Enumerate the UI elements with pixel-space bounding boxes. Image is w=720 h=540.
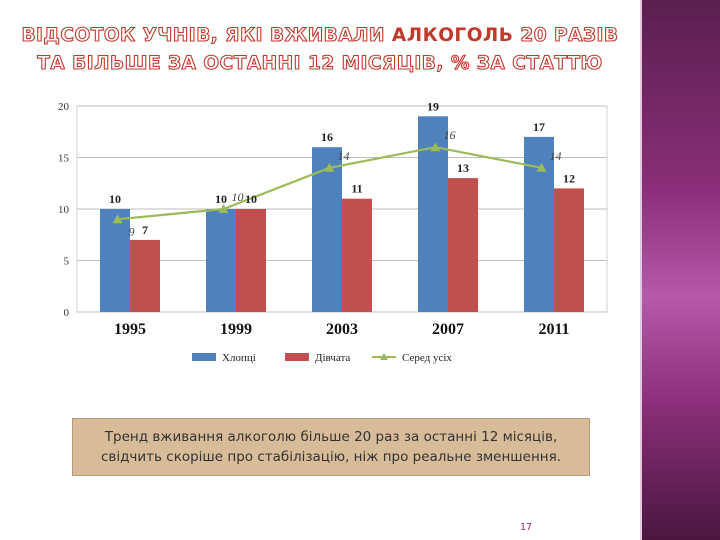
bar-boys	[312, 147, 342, 312]
point-total	[324, 162, 335, 172]
data-label-boys: 10	[109, 192, 121, 206]
data-label-boys: 10	[215, 192, 227, 206]
data-label-total: 10	[232, 190, 244, 204]
data-label-total: 14	[550, 149, 562, 163]
title-part-1: ВІДСОТОК УЧНІВ, ЯКІ ВЖИВАЛИ	[21, 24, 392, 46]
x-category-label: 1995	[114, 321, 146, 338]
bar-boys	[418, 116, 448, 312]
caption-line-1: Тренд вживання алкоголю більше 20 раз за…	[104, 429, 558, 445]
legend-label: Хлопці	[222, 352, 256, 364]
data-label-girls: 10	[245, 192, 257, 206]
title-line-1: ВІДСОТОК УЧНІВ, ЯКІ ВЖИВАЛИ АЛКОГОЛЬ 20 …	[20, 22, 620, 50]
point-total	[218, 204, 229, 213]
point-total	[112, 214, 123, 224]
data-label-total: 16	[444, 128, 456, 142]
point-total	[536, 162, 547, 172]
title-part-2: 20 РАЗІВ	[513, 24, 619, 46]
bar-girls	[342, 198, 372, 312]
title-accent: АЛКОГОЛЬ	[391, 25, 514, 46]
data-label-boys: 16	[321, 130, 333, 144]
x-category-label: 2011	[538, 321, 569, 338]
decorative-side-band	[640, 0, 720, 540]
data-label-girls: 13	[457, 161, 469, 175]
line-layer	[112, 142, 547, 224]
data-label-total: 9	[129, 224, 135, 238]
data-label-boys: 19	[427, 99, 439, 113]
data-label-boys: 17	[533, 120, 545, 134]
caption-line-2: свідчить скоріше про стабілізацію, ніж п…	[100, 449, 562, 465]
legend-layer: Хлопці Дівчата Серед усіх	[192, 352, 452, 364]
title-line-2: ТА БІЛЬШЕ ЗА ОСТАННІ 12 МІСЯЦІВ, % ЗА СТ…	[37, 52, 603, 74]
axis-layer: 0 5 10 15 20 1995 1999 2003 2007 2011	[58, 101, 570, 338]
bar-girls	[554, 188, 584, 312]
legend-swatch	[285, 353, 309, 361]
bar-boys	[206, 209, 236, 312]
page-number: 17	[520, 522, 533, 533]
x-category-label: 2007	[432, 321, 464, 338]
caption-box: Тренд вживання алкоголю більше 20 раз за…	[72, 418, 590, 476]
y-tick-label: 10	[58, 204, 70, 216]
legend-marker	[380, 353, 388, 360]
bar-girls	[130, 239, 160, 312]
legend-swatch	[192, 353, 216, 361]
data-label-total: 14	[338, 149, 350, 163]
data-label-girls: 7	[142, 223, 148, 237]
x-category-label: 1999	[220, 321, 252, 338]
bar-boys	[524, 136, 554, 312]
y-tick-label: 15	[58, 153, 70, 165]
bar-girls	[448, 178, 478, 312]
point-total	[430, 142, 441, 152]
y-tick-label: 0	[64, 307, 70, 319]
data-label-girls: 11	[351, 182, 362, 196]
legend-label: Дівчата	[315, 352, 350, 364]
y-tick-label: 20	[58, 101, 70, 113]
data-label-girls: 12	[563, 171, 575, 185]
legend-label: Серед усіх	[402, 352, 452, 364]
x-category-label: 2003	[326, 321, 358, 338]
bar-girls	[236, 209, 266, 312]
y-tick-label: 5	[64, 256, 70, 268]
slide-title: ВІДСОТОК УЧНІВ, ЯКІ ВЖИВАЛИ АЛКОГОЛЬ 20 …	[20, 22, 620, 78]
bar-boys	[100, 209, 130, 312]
